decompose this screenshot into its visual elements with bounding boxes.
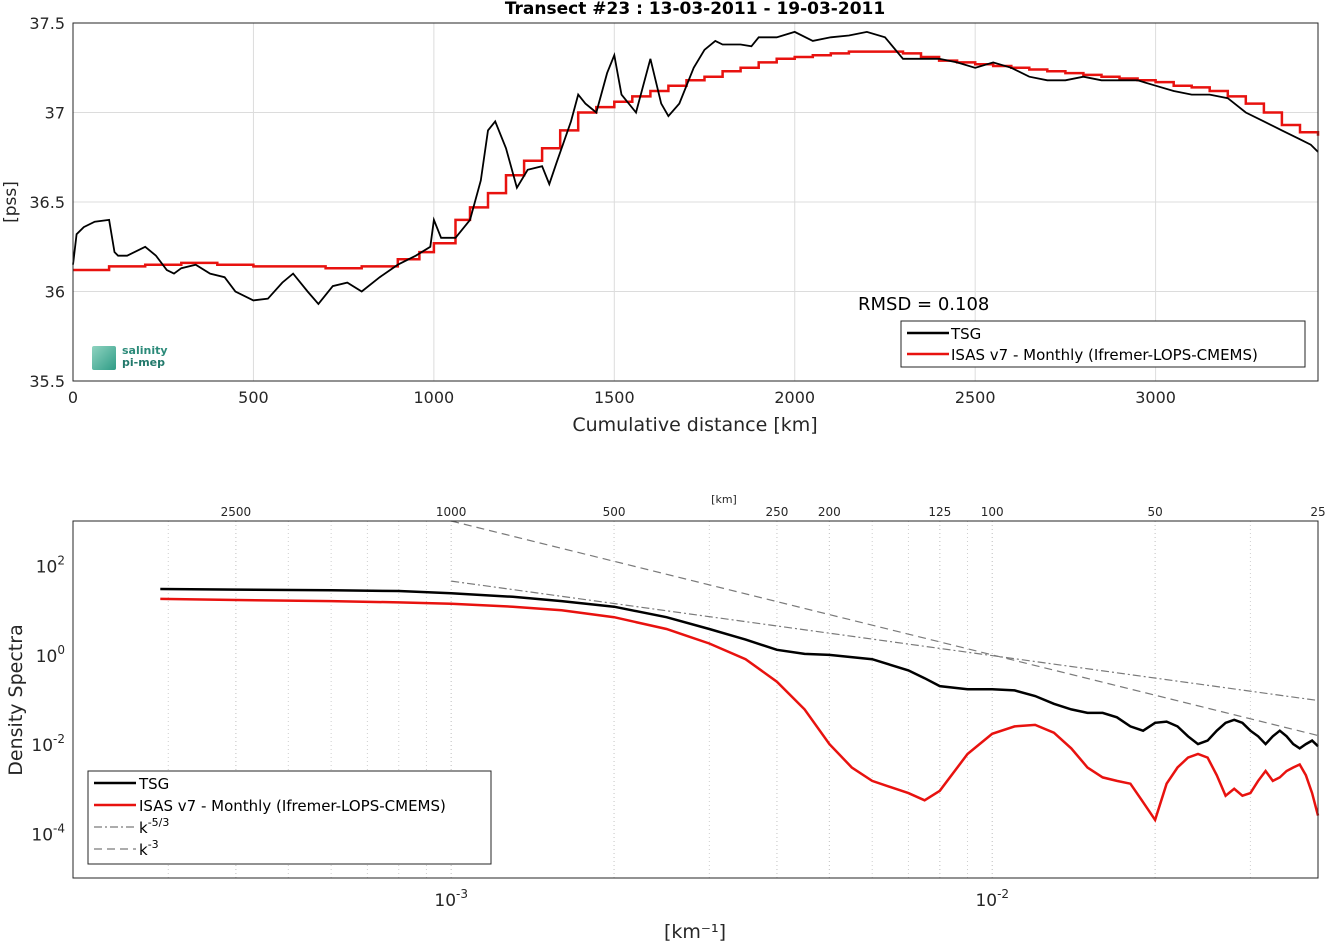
- bottom-top-tick-label: 125: [928, 505, 951, 519]
- top-x-tick-label: 0: [68, 388, 78, 407]
- logo-text-line1: salinity: [122, 344, 168, 357]
- top-y-axis-label: [pss]: [1, 181, 21, 223]
- legend-label-exponent: -3: [148, 838, 159, 851]
- top-legend-label-tsg: TSG: [950, 325, 981, 343]
- tick-exponent: -4: [53, 821, 65, 835]
- bottom-top-axis-label: [km]: [711, 493, 737, 506]
- bottom-x-axis-label-text: [km⁻¹]: [664, 921, 726, 942]
- top-y-tick-label: 36.5: [29, 193, 65, 212]
- top-x-tick-label: 2000: [774, 388, 815, 407]
- bottom-top-tick-label: 200: [818, 505, 841, 519]
- bottom-legend-label: ISAS v7 - Monthly (Ifremer-LOPS-CMEMS): [139, 797, 446, 815]
- top-legend-label-isas: ISAS v7 - Monthly (Ifremer-LOPS-CMEMS): [951, 346, 1258, 364]
- tick-base: 10: [36, 558, 58, 578]
- bottom-series-k53-line: [451, 580, 1319, 702]
- bottom-top-tick-label: 250: [765, 505, 788, 519]
- bottom-series-tsg-line: [160, 587, 1319, 750]
- top-y-tick-label: 36: [45, 283, 65, 302]
- tick-base: 10: [36, 647, 58, 667]
- bottom-top-tick-label: 500: [603, 505, 626, 519]
- tick-base: 10: [31, 736, 53, 756]
- bottom-legend-label: k-5/3: [139, 816, 169, 837]
- bottom-y-axis-label: Density Spectra: [5, 624, 27, 775]
- legend-label-text: k: [139, 841, 148, 859]
- top-x-axis-label: Cumulative distance [km]: [572, 414, 817, 436]
- top-legend-box: [900, 320, 1306, 368]
- top-y-tick-label: 37.5: [29, 14, 65, 33]
- density-spectra-chart: [km] 2500 1000 500 250 200 125 100 50 25 10-3 10-…: [5, 493, 1326, 942]
- bottom-y-tick-label: 102: [36, 554, 65, 578]
- top-x-tick-label: 2500: [955, 388, 996, 407]
- bottom-series-group: [160, 520, 1320, 823]
- bottom-legend-label: TSG: [138, 775, 169, 793]
- top-series-tsg-line: [72, 30, 1319, 306]
- bottom-y-tick-label: 10-2: [31, 732, 65, 756]
- legend-label-text: ISAS v7 - Monthly (Ifremer-LOPS-CMEMS): [139, 797, 446, 815]
- legend-label-text: k: [139, 819, 148, 837]
- top-x-tick-label: 1000: [414, 388, 455, 407]
- bottom-legend: TSG ISAS v7 - Monthly (Ifremer-LOPS-CMEMS…: [87, 770, 492, 865]
- top-x-tick-labels: 0 500 1000 1500 2000 2500 3000: [68, 388, 1176, 407]
- tick-exponent: 2: [57, 554, 65, 568]
- top-x-tick-label: 500: [238, 388, 269, 407]
- bottom-top-tick-label: 2500: [221, 505, 252, 519]
- bottom-x-axis-label: [km⁻¹]: [664, 921, 726, 942]
- top-chart-title: Transect #23 : 13-03-2011 - 19-03-2011: [505, 0, 885, 19]
- top-y-tick-label: 37: [45, 104, 65, 123]
- tick-base: 10: [31, 825, 53, 845]
- bottom-x-tick-labels: 10-3 10-2: [434, 887, 1009, 911]
- bottom-y-tick-label: 10-4: [31, 821, 65, 845]
- bottom-x-tick-label: 10-3: [434, 887, 468, 911]
- top-series-group: [72, 30, 1320, 306]
- bottom-x-tick-label: 10-2: [975, 887, 1009, 911]
- bottom-legend-box: [87, 770, 492, 865]
- top-y-tick-labels: 35.5 36 36.5 37 37.5: [29, 14, 65, 391]
- bottom-top-tick-label: 1000: [436, 505, 467, 519]
- tick-exponent: -3: [456, 887, 468, 901]
- bottom-top-tick-label: 50: [1147, 505, 1162, 519]
- tick-exponent: -2: [53, 732, 65, 746]
- bottom-top-tick-labels: 2500 1000 500 250 200 125 100 50 25: [221, 505, 1326, 519]
- bottom-y-tick-label: 100: [36, 643, 65, 667]
- tick-exponent: -2: [997, 887, 1009, 901]
- legend-label-text: TSG: [138, 775, 169, 793]
- bottom-plot-frame: [72, 520, 1319, 879]
- top-series-isas-line: [73, 50, 1320, 272]
- legend-label-exponent: -5/3: [148, 816, 170, 829]
- logo-text-line2: pi-mep: [122, 356, 166, 369]
- salinity-transect-chart: Transect #23 : 13-03-2011 - 19-03-2011 0…: [1, 0, 1320, 436]
- top-legend: TSG ISAS v7 - Monthly (Ifremer-LOPS-CMEM…: [900, 320, 1306, 368]
- bottom-top-tick-label: 25: [1310, 505, 1325, 519]
- bottom-legend-label: k-3: [139, 838, 159, 859]
- salinity-pi-mep-logo-icon: [92, 346, 116, 370]
- top-y-tick-label: 35.5: [29, 372, 65, 391]
- top-x-tick-label: 1500: [594, 388, 635, 407]
- top-plot-frame: [72, 22, 1319, 382]
- bottom-series-isas-line: [160, 597, 1320, 823]
- tick-base: 10: [434, 891, 456, 911]
- tick-exponent: 0: [57, 643, 65, 657]
- tick-base: 10: [975, 891, 997, 911]
- salinity-pi-mep-logo: salinity pi-mep: [92, 344, 182, 374]
- top-x-tick-label: 3000: [1135, 388, 1176, 407]
- bottom-series-k3-line: [451, 520, 1319, 737]
- bottom-top-tick-label: 100: [981, 505, 1004, 519]
- rmsd-annotation: RMSD = 0.108: [858, 294, 989, 315]
